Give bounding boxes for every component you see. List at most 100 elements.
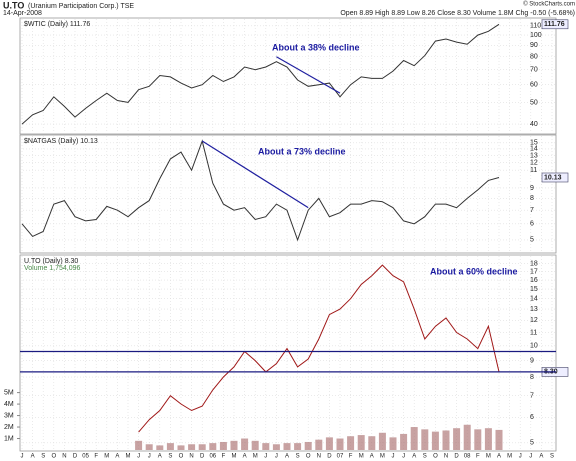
volume-bar (283, 443, 291, 450)
x-tick-label: S (296, 454, 300, 460)
x-tick-label: 05 (82, 454, 89, 460)
panel-frame (19, 134, 557, 254)
x-tick-label: O (433, 454, 438, 460)
x-tick-label: M (104, 454, 109, 460)
brand: © StockCharts.com (523, 1, 575, 8)
last-value-label: 111.76 (544, 21, 565, 28)
x-tick-label: N (62, 454, 66, 460)
price-line (138, 264, 500, 433)
x-tick-label: D (454, 454, 459, 460)
volume-bar (463, 424, 471, 450)
y-tick-label: 80 (530, 54, 538, 61)
x-tick-label: M (126, 454, 131, 460)
volume-bar (241, 438, 249, 450)
y2-tick-label: 3M (4, 412, 14, 419)
x-tick-label: A (412, 454, 416, 460)
x-tick-label: A (370, 454, 374, 460)
volume-bar (474, 429, 482, 450)
volume-bar (219, 441, 227, 450)
y-tick-label: 60 (530, 82, 538, 89)
volume-bar (198, 444, 206, 450)
volume-bar (484, 428, 492, 450)
x-tick-label: J (402, 454, 405, 460)
volume-bar (230, 440, 238, 450)
x-tick-label: O (179, 454, 184, 460)
volume-bar (294, 443, 302, 450)
x-tick-label: A (115, 454, 119, 460)
x-tick-label: A (158, 454, 162, 460)
x-tick-label: M (507, 454, 512, 460)
x-tick-label: A (285, 454, 289, 460)
x-tick-label: J (264, 454, 267, 460)
y-tick-label: 50 (530, 99, 538, 106)
volume-bar (262, 443, 270, 450)
x-tick-label: M (380, 454, 385, 460)
symbol: U.TO (3, 0, 24, 10)
legend: $NATGAS (Daily) 10.13 (24, 138, 98, 145)
y-tick-label: 9 (530, 357, 534, 364)
y-tick-label: 15 (530, 140, 538, 147)
y-tick-label: 12 (530, 317, 538, 324)
y-tick-label: 14 (530, 146, 538, 153)
x-tick-label: S (41, 454, 45, 460)
x-tick-label: M (232, 454, 237, 460)
y-tick-label: 90 (530, 42, 538, 49)
volume-bar (188, 444, 196, 450)
price-line (21, 23, 500, 125)
y-tick-label: 70 (530, 67, 538, 74)
volume-bar (400, 433, 408, 450)
volume-bar (251, 440, 259, 450)
y-tick-label: 11 (530, 329, 537, 336)
volume-bar (304, 441, 312, 450)
y-tick-label: 13 (530, 306, 538, 313)
volume-bar (389, 437, 397, 450)
x-tick-label: 08 (464, 454, 471, 460)
y-tick-label: 18 (530, 260, 538, 267)
volume-bar (431, 431, 439, 450)
volume-bar (336, 438, 344, 450)
annotation: About a 60% decline (430, 266, 518, 276)
company-name: (Uranium Participation Corp.) TSE (28, 3, 134, 10)
volume-bar (347, 436, 355, 450)
x-tick-label: O (306, 454, 311, 460)
x-tick-label: S (168, 454, 172, 460)
x-tick-label: A (539, 454, 543, 460)
volume-bar (272, 444, 280, 450)
y-tick-label: 110 (530, 23, 541, 30)
annotation: About a 73% decline (258, 146, 346, 156)
y-tick-label: 12 (530, 159, 538, 166)
date: 14-Apr-2008 (3, 10, 42, 17)
y-tick-label: 6 (530, 221, 534, 228)
x-tick-label: J (392, 454, 395, 460)
volume-bar (421, 429, 429, 450)
volume-legend: Volume 1,754,096 (24, 265, 81, 272)
x-tick-label: A (497, 454, 501, 460)
volume-bar (156, 445, 164, 450)
legend: U.TO (Daily) 8.30 (24, 258, 78, 265)
y-tick-label: 14 (530, 296, 538, 303)
x-tick-label: J (137, 454, 140, 460)
last-value-box (541, 19, 569, 30)
x-tick-label: A (243, 454, 247, 460)
x-tick-label: J (148, 454, 151, 460)
y-tick-label: 40 (530, 121, 538, 128)
x-tick-label: M (486, 454, 491, 460)
x-tick-label: A (31, 454, 35, 460)
volume-bar (495, 429, 503, 450)
y-tick-label: 5 (530, 237, 534, 244)
y-tick-label: 8 (530, 195, 534, 202)
x-tick-label: J (519, 454, 522, 460)
x-tick-label: D (73, 454, 78, 460)
x-tick-label: S (423, 454, 427, 460)
x-tick-label: O (51, 454, 56, 460)
y-tick-label: 16 (530, 277, 538, 284)
volume-bar (135, 440, 143, 450)
x-tick-label: N (189, 454, 193, 460)
x-tick-label: D (327, 454, 332, 460)
volume-bar (453, 428, 461, 450)
x-tick-label: F (222, 454, 226, 460)
last-value-box (541, 172, 569, 183)
volume-bar (315, 439, 323, 450)
